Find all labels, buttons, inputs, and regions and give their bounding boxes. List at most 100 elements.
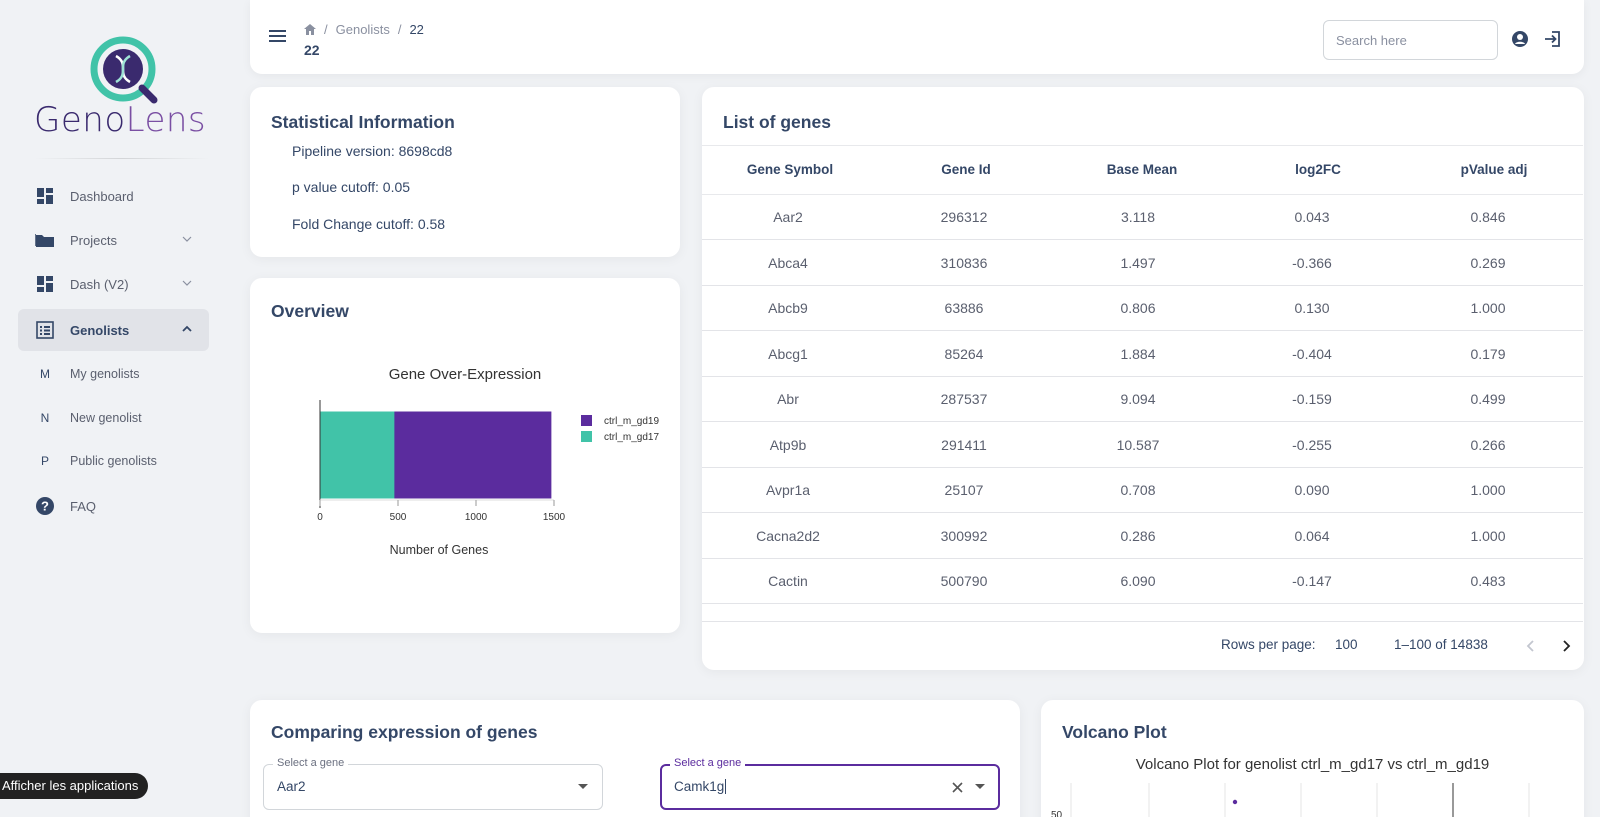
field-label: Select a gene bbox=[670, 757, 746, 769]
sidebar-item-projects[interactable]: Projects bbox=[18, 219, 209, 261]
table-cell: 310836 bbox=[940, 254, 988, 271]
x-tick-label: 500 bbox=[390, 512, 407, 523]
table-cell: 3.118 bbox=[1121, 209, 1155, 225]
field-label: Select a gene bbox=[273, 757, 349, 769]
table-cell: 1.884 bbox=[1120, 345, 1156, 362]
logo-text-lens: Lens bbox=[125, 100, 207, 140]
sidebar-item-faq[interactable]: ? FAQ bbox=[18, 485, 209, 527]
svg-text:?: ? bbox=[41, 499, 49, 514]
menu-icon[interactable] bbox=[268, 28, 288, 44]
sub-item-label: New genolist bbox=[70, 411, 142, 425]
table-cell: 0.269 bbox=[1470, 254, 1506, 271]
sidebar-item-label: Dash (V2) bbox=[70, 276, 129, 292]
gene-select-1[interactable]: Select a gene Aar2 bbox=[263, 757, 603, 810]
column-header-gene-symbol[interactable]: Gene Symbol bbox=[746, 162, 834, 177]
sidebar-subitem-public-genolists[interactable]: P Public genolists bbox=[18, 443, 209, 479]
sub-item-letter: P bbox=[40, 454, 49, 468]
table-cell: 6.090 bbox=[1120, 573, 1156, 589]
sidebar-item-genolists[interactable]: Genolists bbox=[18, 309, 209, 351]
table-cell: -0.404 bbox=[1292, 345, 1332, 362]
table-row[interactable]: Avpr1a 25107 0.708 0.090 1.000 bbox=[702, 468, 1583, 513]
list-icon bbox=[34, 319, 56, 341]
rows-per-page-select[interactable]: 100 bbox=[1335, 637, 1358, 652]
dropdown-arrow-icon[interactable] bbox=[578, 784, 588, 789]
chevron-up-icon bbox=[182, 325, 192, 332]
data-point bbox=[1232, 799, 1238, 805]
table-cell: Abca4 bbox=[768, 254, 808, 271]
table-cell: 0.130 bbox=[1294, 300, 1330, 316]
column-header-base-mean[interactable]: Base Mean bbox=[1106, 162, 1178, 177]
table-cell: -0.147 bbox=[1292, 573, 1332, 589]
chart-title: Gene Over-Expression bbox=[389, 366, 542, 383]
sidebar-divider bbox=[34, 158, 210, 159]
legend-swatch bbox=[581, 415, 592, 426]
next-page-icon[interactable] bbox=[1560, 639, 1572, 653]
previous-page-icon[interactable] bbox=[1525, 639, 1537, 653]
dropdown-arrow-icon[interactable] bbox=[975, 784, 985, 789]
table-row[interactable]: Cacna2d2 300992 0.286 0.064 1.000 bbox=[702, 514, 1583, 559]
foldchange-cutoff: Fold Change cutoff: 0.58 bbox=[292, 216, 446, 232]
account-icon[interactable] bbox=[1511, 30, 1529, 48]
sidebar-item-label: FAQ bbox=[70, 498, 97, 514]
column-header-gene-id[interactable]: Gene Id bbox=[941, 162, 991, 177]
table-row[interactable]: Abcg1 85264 1.884 -0.404 0.179 bbox=[702, 332, 1583, 377]
table-row[interactable]: Aar2 296312 3.118 0.043 0.846 bbox=[702, 195, 1583, 240]
dashboard-icon bbox=[34, 273, 56, 295]
field-value: Aar2 bbox=[277, 779, 306, 794]
show-applications-button[interactable]: Afficher les applications bbox=[0, 773, 149, 799]
search-input[interactable] bbox=[1323, 20, 1498, 60]
sidebar-item-label: Projects bbox=[70, 232, 117, 248]
overview-card: Overview Gene Over-Expression 0 500 1000 150… bbox=[250, 278, 680, 633]
sidebar-subitem-new-genolist[interactable]: N New genolist bbox=[18, 400, 209, 436]
table-row[interactable]: Atp9b 291411 10.587 -0.255 0.266 bbox=[702, 423, 1583, 468]
logout-icon[interactable] bbox=[1544, 30, 1562, 48]
page-title: 22 bbox=[304, 42, 320, 58]
table-cell: Camk1 bbox=[702, 605, 876, 622]
column-header-pvalue-adj[interactable]: pValue adj bbox=[1460, 162, 1528, 177]
x-axis-label: Number of Genes bbox=[390, 543, 489, 557]
table-row[interactable]: Cactin 500790 6.090 -0.147 0.483 bbox=[702, 559, 1583, 604]
table-row[interactable]: Abcb9 63886 0.806 0.130 1.000 bbox=[702, 286, 1583, 331]
comparing-genes-card: Comparing expression of genes Select a g… bbox=[250, 700, 1020, 817]
card-title: Comparing expression of genes bbox=[271, 722, 538, 742]
sidebar-item-dash-v2[interactable]: Dash (V2) bbox=[18, 263, 209, 305]
column-header-log2fc[interactable]: log2FC bbox=[1295, 162, 1341, 177]
gene-select-2[interactable]: Select a gene Camk1g bbox=[660, 757, 1000, 810]
sub-item-label: Public genolists bbox=[70, 454, 157, 468]
sub-item-letter: N bbox=[40, 411, 50, 425]
x-tick-label: 1000 bbox=[465, 512, 488, 523]
logo-text: GenoLens bbox=[34, 100, 206, 140]
table-cell: Avpr1a bbox=[765, 482, 811, 498]
card-title: Volcano Plot bbox=[1062, 722, 1167, 742]
table-cell: -0.366 bbox=[1292, 254, 1332, 271]
legend-label: ctrl_m_gd17 bbox=[604, 432, 659, 443]
dashboard-icon bbox=[34, 185, 56, 207]
table-cell: 0.019 bbox=[1400, 605, 1576, 622]
table-cell: 171058 bbox=[876, 605, 1052, 622]
home-icon[interactable] bbox=[304, 24, 316, 35]
sidebar-subitem-my-genolists[interactable]: M My genolists bbox=[18, 356, 209, 392]
table-cell: 0.483 bbox=[1470, 573, 1506, 589]
table-cell: 0.499 bbox=[1470, 391, 1506, 407]
gene-list-card: List of genes Gene Symbol Gene Id Base M… bbox=[702, 87, 1584, 670]
table-row[interactable]: Abr 287537 9.094 -0.159 0.499 bbox=[702, 377, 1583, 422]
table-cell: 1.000 bbox=[1470, 482, 1506, 498]
table-row[interactable]: Camk11710582.9070.7430.019 bbox=[702, 605, 1583, 622]
table-cell: 0.266 bbox=[1470, 436, 1506, 453]
volcano-plot-title: Volcano Plot for genolist ctrl_m_gd17 vs… bbox=[1135, 756, 1490, 773]
help-icon: ? bbox=[34, 495, 56, 517]
sidebar-item-label: Genolists bbox=[70, 322, 130, 338]
table-cell: 0.708 bbox=[1120, 482, 1156, 498]
table-cell: Cactin bbox=[768, 573, 808, 589]
table-cell: 63886 bbox=[944, 300, 984, 316]
breadcrumb-genolists[interactable]: Genolists bbox=[335, 22, 390, 37]
table-row[interactable]: Abca4 310836 1.497 -0.366 0.269 bbox=[702, 241, 1583, 286]
y-tick-label: 50 bbox=[1051, 810, 1063, 817]
table-cell: 1.000 bbox=[1470, 300, 1506, 316]
table-cell: Abr bbox=[777, 391, 799, 407]
table-cell: 2.907 bbox=[1050, 605, 1226, 622]
clear-icon[interactable] bbox=[951, 781, 964, 794]
sidebar-item-dashboard[interactable]: Dashboard bbox=[18, 175, 209, 217]
card-title: List of genes bbox=[723, 112, 831, 132]
logo[interactable]: GenoLens bbox=[34, 36, 214, 140]
